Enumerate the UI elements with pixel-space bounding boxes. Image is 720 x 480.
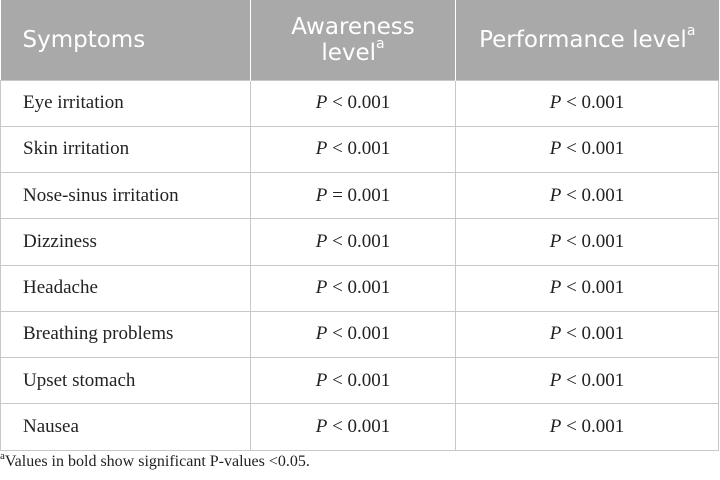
symptom-cell: Nose-sinus irritation — [0, 171, 251, 220]
table-row: Upset stomach P < 0.001 P < 0.001 — [0, 356, 719, 405]
table-row: Breathing problems P < 0.001 P < 0.001 — [0, 310, 719, 359]
performance-p-value-cell: P < 0.001 — [455, 403, 719, 451]
header-awareness: Awareness levela — [250, 0, 456, 80]
header-performance: Performance levela — [455, 0, 719, 80]
performance-p-value-cell: P < 0.001 — [455, 264, 719, 312]
header-symptoms: Symptoms — [0, 0, 251, 80]
awareness-p-value-cell: P < 0.001 — [250, 125, 456, 174]
table-row: Headache P < 0.001 P < 0.001 — [0, 264, 719, 312]
table-row: Skin irritation P < 0.001 P < 0.001 — [0, 125, 719, 174]
awareness-p-value-cell: P < 0.001 — [250, 356, 456, 405]
footnote-text: Values in bold show significant P-values… — [4, 453, 310, 470]
table-footnote: aValues in bold show significant P-value… — [0, 449, 310, 471]
header-awareness-footnote-marker: a — [376, 36, 385, 53]
awareness-p-value-cell: P < 0.001 — [250, 218, 456, 266]
header-performance-footnote-marker: a — [686, 23, 696, 40]
symptoms-table: Symptoms Awareness levela Performance le… — [0, 0, 719, 451]
performance-p-value-cell: P < 0.001 — [455, 79, 719, 127]
performance-p-value-cell: P < 0.001 — [455, 125, 719, 174]
table-header: Symptoms Awareness levela Performance le… — [0, 0, 719, 80]
awareness-p-value-cell: P < 0.001 — [250, 403, 456, 451]
header-symptoms-label: Symptoms — [22, 26, 146, 53]
table-row: Eye irritation P < 0.001 P < 0.001 — [0, 79, 719, 127]
symptom-cell: Skin irritation — [0, 125, 251, 174]
table-row: Nausea P < 0.001 P < 0.001 — [0, 403, 719, 451]
symptom-cell: Nausea — [0, 403, 251, 451]
performance-p-value-cell: P < 0.001 — [455, 218, 719, 266]
awareness-p-value-cell: P < 0.001 — [250, 79, 456, 127]
symptom-cell: Dizziness — [0, 218, 251, 266]
performance-p-value-cell: P < 0.001 — [455, 356, 719, 405]
footnote-marker: a — [0, 449, 5, 462]
awareness-p-value-cell: P < 0.001 — [250, 310, 456, 359]
awareness-p-value-cell: P = 0.001 — [250, 171, 456, 220]
header-row: Symptoms Awareness levela Performance le… — [0, 0, 719, 80]
symptom-cell: Upset stomach — [0, 356, 251, 405]
performance-p-value-cell: P < 0.001 — [455, 171, 719, 220]
symptom-cell: Headache — [0, 264, 251, 312]
table-row: Nose-sinus irritation P = 0.001 P < 0.001 — [0, 171, 719, 220]
table-body: Eye irritation P < 0.001 P < 0.001 Skin irr… — [0, 79, 719, 451]
header-awareness-label: Awareness level — [291, 13, 415, 66]
table-row: Dizziness P < 0.001 P < 0.001 — [0, 218, 719, 266]
performance-p-value-cell: P < 0.001 — [455, 310, 719, 359]
symptom-cell: Eye irritation — [0, 79, 251, 127]
awareness-p-value-cell: P < 0.001 — [250, 264, 456, 312]
header-performance-label: Performance level — [479, 26, 687, 53]
symptom-cell: Breathing problems — [0, 310, 251, 359]
